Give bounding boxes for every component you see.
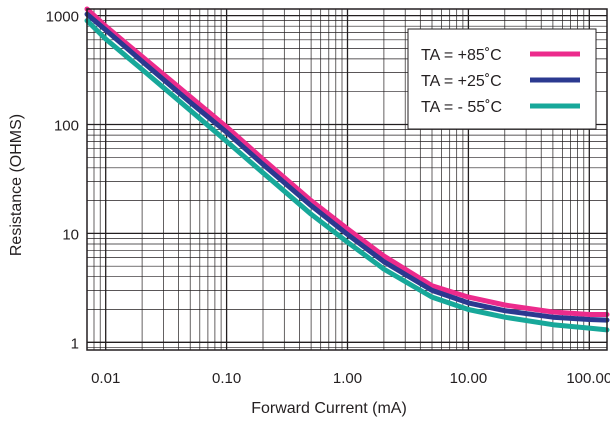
x-tick-label: 0.10: [212, 370, 241, 387]
x-tick-label: 0.01: [91, 370, 120, 387]
y-tick-label: 1000: [46, 9, 79, 26]
y-tick-label: 100: [54, 118, 79, 135]
x-tick-label: 10.00: [450, 370, 488, 387]
legend-label-3: TA = - 55˚C: [421, 99, 502, 116]
x-axis-label: Forward Current (mA): [251, 400, 407, 417]
series-lines: [84, 6, 610, 333]
legend: TA = +85˚C TA = +25˚C TA = - 55˚C: [407, 28, 597, 130]
y-tick-label: 10: [62, 226, 79, 243]
series-line-3: [84, 18, 610, 333]
tick-labels: 0.01 0.10 1.00 10.00 100.00 1 10 100 1000: [46, 9, 610, 387]
legend-label-1: TA = +85˚C: [421, 47, 502, 64]
y-axis-label: Resistance (OHMS): [8, 114, 25, 256]
legend-label-2: TA = +25˚C: [421, 73, 502, 90]
series-line-1: [84, 6, 610, 317]
y-tick-label: 1: [71, 335, 79, 352]
x-tick-label: 1.00: [333, 370, 362, 387]
plot-frame: [86, 8, 608, 351]
x-tick-label: 100.00: [566, 370, 610, 387]
grid-lines: [87, 9, 607, 350]
series-line-2: [84, 11, 610, 323]
